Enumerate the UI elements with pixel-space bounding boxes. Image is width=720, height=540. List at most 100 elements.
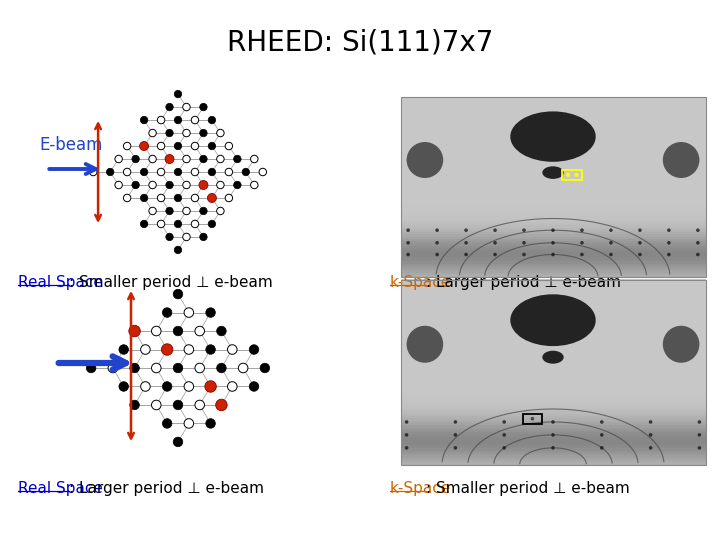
Bar	[400, 341, 706, 345]
Bar	[400, 139, 706, 142]
Bar	[400, 376, 706, 379]
Circle shape	[638, 228, 642, 232]
Circle shape	[183, 156, 190, 163]
Bar	[400, 355, 706, 358]
Circle shape	[166, 207, 174, 215]
Circle shape	[405, 446, 408, 450]
Circle shape	[174, 90, 181, 98]
Bar	[400, 117, 706, 119]
Bar	[400, 446, 706, 448]
Circle shape	[183, 103, 190, 111]
Bar	[400, 406, 706, 409]
Bar	[400, 108, 706, 111]
Circle shape	[208, 220, 216, 228]
Bar	[400, 460, 706, 462]
Circle shape	[233, 156, 241, 163]
Circle shape	[195, 326, 204, 336]
Bar	[400, 399, 706, 402]
Circle shape	[667, 241, 671, 245]
Circle shape	[130, 363, 140, 373]
Circle shape	[107, 168, 114, 176]
Bar	[400, 374, 706, 376]
Bar	[400, 225, 706, 227]
Circle shape	[260, 363, 269, 373]
Circle shape	[140, 345, 150, 354]
Bar	[400, 148, 706, 151]
Bar	[400, 422, 706, 425]
Circle shape	[249, 382, 258, 392]
Circle shape	[522, 253, 526, 256]
Bar	[400, 146, 706, 148]
Bar	[400, 259, 706, 261]
Circle shape	[174, 194, 181, 202]
Circle shape	[242, 168, 250, 176]
Bar	[400, 337, 706, 340]
Circle shape	[405, 420, 408, 424]
Bar	[400, 155, 706, 158]
Circle shape	[698, 420, 701, 424]
Bar	[400, 128, 706, 131]
Ellipse shape	[542, 166, 564, 179]
Bar	[400, 281, 706, 284]
Bar	[400, 230, 706, 232]
Circle shape	[696, 253, 700, 256]
Circle shape	[132, 156, 140, 163]
Bar	[400, 316, 706, 319]
Ellipse shape	[663, 326, 699, 363]
Circle shape	[199, 103, 207, 111]
Text: Real Space: Real Space	[18, 481, 103, 496]
Bar	[562, 170, 582, 180]
Ellipse shape	[542, 350, 564, 363]
Circle shape	[225, 194, 233, 202]
Bar	[400, 101, 706, 104]
Circle shape	[115, 181, 122, 188]
Bar	[400, 379, 706, 381]
Bar	[400, 436, 706, 439]
Circle shape	[225, 143, 233, 150]
Bar	[400, 227, 706, 229]
Bar	[400, 232, 706, 234]
Circle shape	[192, 220, 199, 228]
Bar	[400, 114, 706, 117]
Bar	[400, 453, 706, 455]
Circle shape	[217, 156, 224, 163]
Circle shape	[609, 228, 613, 232]
Circle shape	[199, 207, 207, 215]
Circle shape	[600, 446, 603, 450]
Bar	[400, 350, 706, 354]
Circle shape	[163, 382, 172, 392]
Bar	[400, 176, 706, 178]
Circle shape	[140, 141, 148, 151]
Circle shape	[108, 363, 117, 373]
Bar	[400, 213, 706, 216]
Ellipse shape	[407, 142, 444, 178]
Circle shape	[192, 168, 199, 176]
Circle shape	[552, 241, 555, 245]
Circle shape	[225, 168, 233, 176]
Circle shape	[174, 400, 183, 410]
Bar	[400, 162, 706, 165]
Circle shape	[199, 233, 207, 241]
Circle shape	[195, 400, 204, 410]
Bar	[523, 414, 542, 424]
Bar	[400, 261, 706, 264]
Bar	[400, 293, 706, 296]
Bar	[400, 344, 706, 347]
Circle shape	[199, 129, 207, 137]
Circle shape	[600, 433, 603, 437]
Bar	[400, 434, 706, 437]
Bar	[400, 265, 706, 268]
Bar	[400, 184, 706, 187]
Bar	[400, 153, 706, 156]
Circle shape	[216, 399, 228, 411]
Bar	[400, 441, 706, 444]
Circle shape	[151, 326, 161, 336]
Bar	[400, 119, 706, 122]
Bar	[400, 325, 706, 328]
Circle shape	[522, 228, 526, 232]
Bar	[400, 205, 706, 207]
Bar	[400, 393, 706, 395]
Bar	[400, 300, 706, 302]
Bar	[400, 369, 706, 372]
Text: : Smaller period ⊥ e-beam: : Smaller period ⊥ e-beam	[426, 481, 629, 496]
